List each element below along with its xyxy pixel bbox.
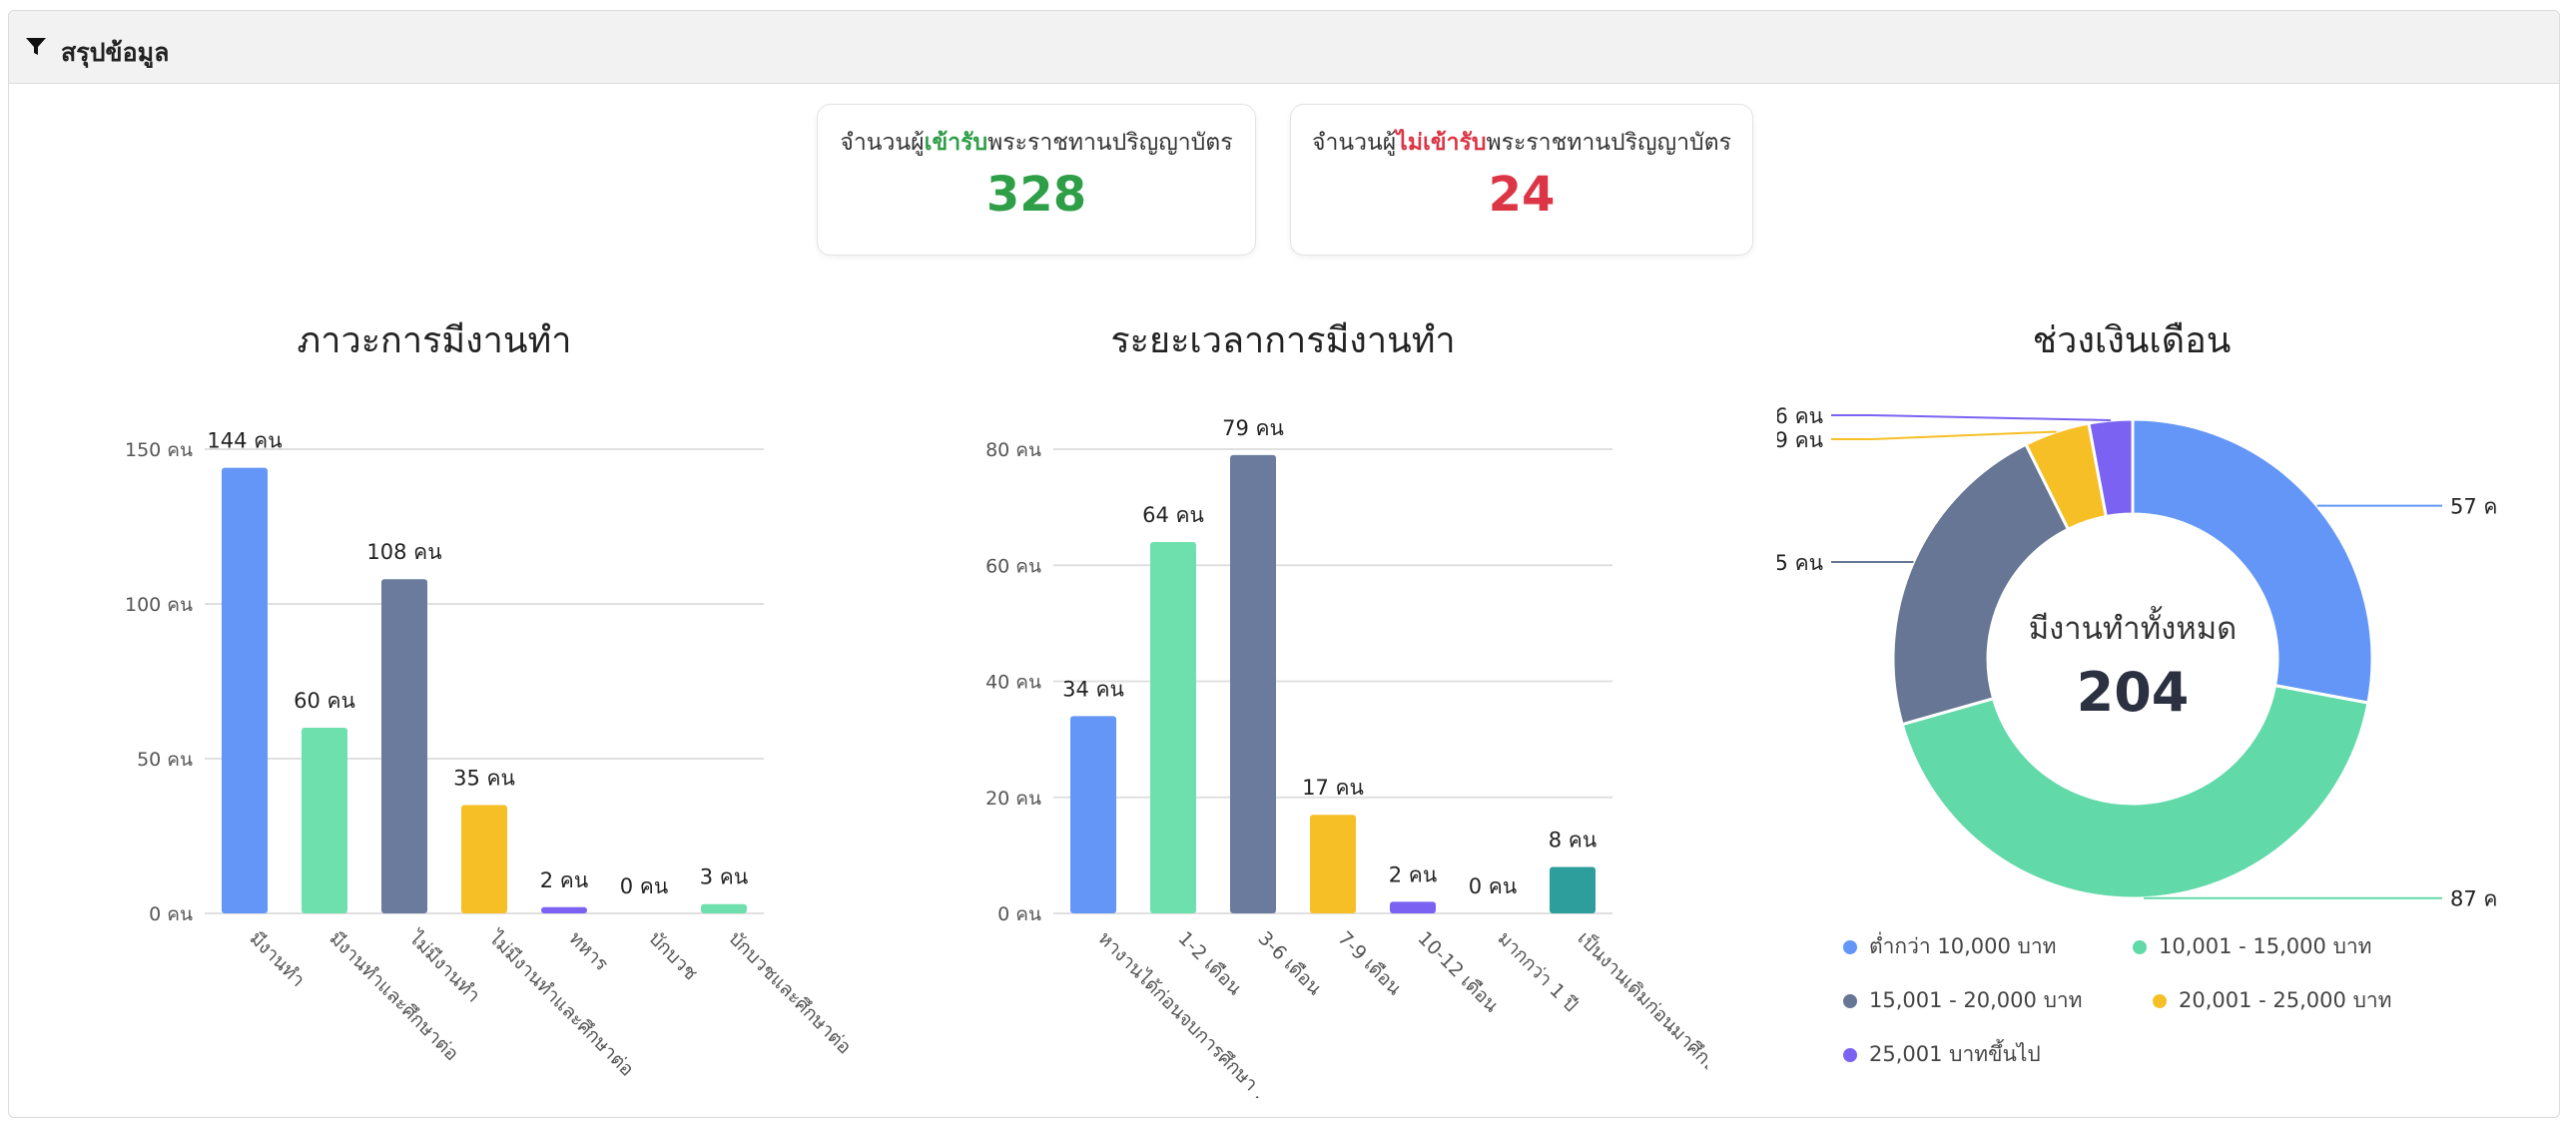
filter-icon	[26, 38, 46, 55]
panel-header[interactable]: สรุปข้อมูล	[9, 11, 2559, 84]
employment-duration-y-tick: 60 คน	[985, 555, 1041, 577]
legend-label: 20,001 - 25,000 บาท	[2179, 988, 2392, 1012]
salary-value-label: 45 คน	[1777, 551, 1823, 575]
absent-label-highlight: ไม่เข้ารับ	[1396, 130, 1487, 156]
attend-count-value: 328	[985, 167, 1087, 223]
panel-title: สรุปข้อมูล	[61, 38, 170, 67]
employment-status-y-tick: 150 คน	[125, 439, 193, 461]
employment-duration-value-label: 8 คน	[1549, 829, 1597, 852]
employment-duration-value-label: 34 คน	[1062, 677, 1124, 701]
employment-status-bar[interactable]	[541, 906, 587, 913]
employment-duration-bar[interactable]	[1390, 901, 1436, 913]
employment-status-x-tick: ทหาร	[564, 927, 612, 975]
salary-slice[interactable]	[2131, 417, 2374, 705]
employment-duration-y-tick: 20 คน	[985, 788, 1041, 810]
employment-status-x-tick: บักบวช	[644, 927, 701, 984]
employment-duration-value-label: 17 คน	[1302, 776, 1364, 800]
employment-duration-x-tick: 7-9 เดือน	[1333, 927, 1405, 999]
employment-status-value-label: 108 คน	[366, 540, 441, 564]
employment-status-y-tick: 0 คน	[149, 903, 193, 925]
employment-duration-value-label: 2 คน	[1389, 862, 1437, 886]
employment-duration-chart: 0 คน 20 คน 40 คน 60 คน 80 คน 34 คนหางานได้ก่อ…	[985, 416, 1707, 1098]
absent-count-value: 24	[1488, 167, 1556, 223]
legend-item[interactable]: 15,001 - 20,000 บาท	[1843, 984, 2083, 1017]
salary-range-title: ช่วงเงินเดือน	[2032, 320, 2232, 361]
salary-leader-line	[1831, 414, 2111, 422]
legend-dot-icon	[1843, 1048, 1857, 1062]
legend-item[interactable]: 10,001 - 15,000 บาท	[2133, 930, 2372, 963]
legend-item[interactable]: 20,001 - 25,000 บาท	[2153, 984, 2392, 1017]
legend-item[interactable]: ต่ำกว่า 10,000 บาท	[1843, 930, 2057, 963]
employment-duration-x-tick: มากกว่า 1 ปี	[1493, 927, 1582, 1016]
legend-item[interactable]: 25,001 บาทขึ้นไป	[1843, 1038, 2041, 1071]
employment-status-bar[interactable]	[222, 467, 268, 913]
donut-center-label: มีงานทำทั้งหมด	[2029, 606, 2238, 647]
employment-duration-bar[interactable]	[1150, 542, 1196, 913]
employment-status-value-label: 144 คน	[207, 429, 282, 453]
employment-duration-bar[interactable]	[1230, 454, 1276, 913]
summary-panel: สรุปข้อมูล	[8, 10, 2560, 1118]
employment-status-value-label: 3 คน	[700, 865, 748, 889]
salary-value-label: 9 คน	[1777, 428, 1823, 452]
employment-duration-value-label: 79 คน	[1222, 416, 1284, 440]
attend-count-card: จำนวนผู้เข้ารับพระราชทานปริญญาบัตร 328	[817, 104, 1256, 256]
salary-slice[interactable]	[2087, 417, 2135, 519]
employment-status-x-tick: บักบวชและศึกษาต่อ	[724, 927, 855, 1058]
employment-duration-value-label: 64 คน	[1142, 503, 1204, 527]
absent-label-suffix: พระราชทานปริญญาบัตร	[1486, 130, 1731, 156]
employment-status-value-label: 2 คน	[540, 868, 588, 892]
employment-status-value-label: 60 คน	[294, 689, 355, 713]
employment-duration-y-tick: 80 คน	[985, 439, 1041, 461]
attend-count-label: จำนวนผู้เข้ารับพระราชทานปริญญาบัตร	[818, 125, 1255, 161]
employment-status-bar[interactable]	[461, 805, 507, 914]
employment-status-bar[interactable]	[302, 728, 347, 913]
employment-status-value-label: 35 คน	[453, 767, 515, 791]
employment-status-value-label: 0 คน	[620, 874, 668, 898]
attend-label-suffix: พระราชทานปริญญาบัตร	[987, 130, 1233, 156]
employment-duration-bar[interactable]	[1550, 866, 1596, 914]
employment-status-bar[interactable]	[381, 579, 427, 913]
absent-count-label: จำนวนผู้ไม่เข้ารับพระราชทานปริญญาบัตร	[1291, 125, 1752, 161]
employment-duration-bar[interactable]	[1310, 815, 1356, 913]
salary-value-label: 87 คน	[2450, 887, 2496, 911]
legend-label: ต่ำกว่า 10,000 บาท	[1869, 934, 2057, 958]
employment-duration-y-tick: 40 คน	[985, 672, 1041, 694]
salary-slice[interactable]	[1900, 683, 2370, 900]
employment-duration-x-tick: 1-2 เดือน	[1173, 927, 1245, 999]
legend-dot-icon	[1843, 994, 1857, 1008]
employment-status-y-tick: 100 คน	[125, 594, 193, 616]
donut-center-value: 204	[2077, 661, 2190, 724]
employment-status-x-tick: ไม่มีงานทำและศึกษาต่อ	[483, 926, 638, 1081]
absent-label-prefix: จำนวนผู้	[1312, 130, 1397, 156]
employment-duration-x-tick: 3-6 เดือน	[1253, 927, 1325, 999]
absent-count-card: จำนวนผู้ไม่เข้ารับพระราชทานปริญญาบัตร 24	[1290, 104, 1753, 256]
employment-status-y-tick: 50 คน	[137, 749, 193, 771]
attend-label-highlight: เข้ารับ	[924, 130, 988, 156]
employment-duration-x-tick: หางานได้ก่อนจบการศึกษา .	[1093, 927, 1270, 1098]
employment-status-bar[interactable]	[701, 903, 747, 913]
legend-label: 25,001 บาทขึ้นไป	[1869, 1042, 2041, 1066]
employment-status-title: ภาวะการมีงานทำ	[297, 320, 572, 361]
salary-value-label: 6 คน	[1777, 404, 1823, 428]
legend-dot-icon	[1843, 940, 1857, 954]
salary-slice[interactable]	[1891, 442, 2071, 727]
salary-value-label: 57 คน	[2450, 495, 2496, 519]
employment-duration-x-tick: 10-12 เดือน	[1413, 927, 1502, 1016]
salary-leader-line	[1831, 430, 2057, 440]
salary-range-chart: 57 คน 87 คน 45 คน 9 คน6 คนมีงานทำทั้งหมด 204	[1777, 404, 2496, 911]
employment-status-x-tick: ไม่มีงานทำ	[403, 926, 484, 1007]
legend-label: 10,001 - 15,000 บาท	[2159, 934, 2372, 958]
employment-duration-value-label: 0 คน	[1469, 874, 1517, 898]
employment-duration-bar[interactable]	[1070, 716, 1116, 913]
attend-label-prefix: จำนวนผู้	[840, 130, 925, 156]
legend-dot-icon	[2133, 940, 2147, 954]
legend-label: 15,001 - 20,000 บาท	[1869, 988, 2083, 1012]
legend-dot-icon	[2153, 994, 2167, 1008]
employment-duration-y-tick: 0 คน	[997, 903, 1041, 925]
employment-duration-title: ระยะเวลาการมีงานทำ	[1110, 320, 1456, 361]
employment-duration-x-tick: เป็นงานเดิมก่อนมาศึกษา	[1573, 926, 1707, 1086]
employment-status-x-tick: มีงานทำ	[245, 927, 309, 991]
